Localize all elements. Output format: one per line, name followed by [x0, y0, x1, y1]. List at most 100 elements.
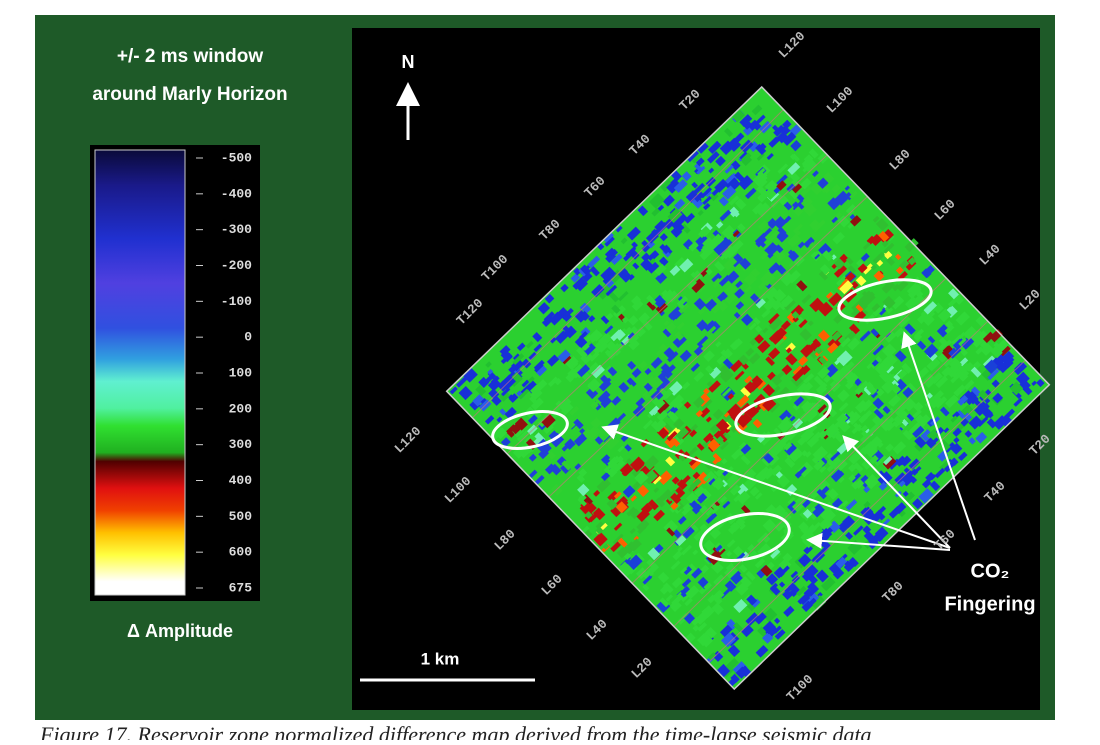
- texture: [812, 170, 819, 177]
- texture: [708, 478, 716, 486]
- texture: [611, 491, 625, 505]
- texture: [697, 142, 709, 154]
- texture: [740, 575, 752, 589]
- texture: [657, 571, 670, 584]
- texture: [659, 597, 670, 608]
- texture: [855, 275, 867, 287]
- texture: [696, 492, 708, 504]
- texture: [689, 429, 698, 438]
- texture: [818, 356, 828, 365]
- texture: [945, 320, 953, 329]
- texture: [671, 594, 683, 607]
- texture: [650, 357, 663, 369]
- texture: [878, 230, 890, 242]
- texture: [756, 532, 769, 544]
- texture: [674, 331, 684, 341]
- texture: [687, 484, 696, 493]
- texture: [659, 256, 669, 267]
- texture: [528, 469, 538, 478]
- texture: [729, 484, 742, 496]
- texture: [975, 346, 984, 355]
- texture: [657, 470, 673, 486]
- texture: [900, 410, 911, 421]
- texture: [546, 354, 560, 367]
- texture: [1000, 350, 1015, 365]
- texture: [765, 573, 779, 586]
- texture: [802, 167, 808, 173]
- texture: [650, 389, 664, 403]
- texture: [591, 364, 605, 379]
- texture: [707, 325, 717, 335]
- texture: [744, 375, 753, 384]
- texture: [690, 271, 697, 278]
- texture: [704, 298, 718, 312]
- texture: [632, 262, 640, 270]
- texture: [696, 165, 706, 175]
- texture: [577, 483, 590, 497]
- texture: [685, 585, 700, 600]
- texture: [721, 458, 728, 465]
- texture: [604, 349, 611, 356]
- texture: [754, 334, 764, 344]
- texture: [813, 219, 826, 232]
- texture: [658, 343, 668, 353]
- texture: [901, 419, 909, 427]
- texture: [721, 364, 730, 373]
- texture: [576, 474, 586, 483]
- texture: [810, 595, 827, 611]
- texture: [724, 283, 738, 297]
- texture: [730, 160, 741, 171]
- texture: [584, 431, 596, 443]
- texture: [849, 323, 860, 335]
- texture: [958, 451, 968, 462]
- texture: [845, 531, 854, 540]
- texture: [757, 279, 769, 291]
- texture: [560, 283, 569, 293]
- highlight-ellipse: [837, 278, 933, 322]
- texture: [632, 404, 646, 417]
- texture: [725, 293, 737, 305]
- texture: [813, 375, 824, 386]
- texture: [715, 155, 726, 167]
- texture: [793, 396, 805, 407]
- texture: [728, 195, 740, 206]
- texture: [863, 410, 873, 420]
- texture: [679, 566, 688, 575]
- texture: [579, 302, 592, 315]
- texture: [860, 252, 870, 262]
- texture: [885, 443, 894, 453]
- texture: [657, 204, 665, 212]
- texture: [855, 390, 864, 399]
- texture: [785, 353, 798, 366]
- texture: [762, 309, 770, 317]
- texture: [449, 386, 458, 395]
- texture: [732, 661, 748, 676]
- texture: [787, 233, 802, 248]
- texture: [739, 523, 746, 531]
- texture: [832, 568, 845, 580]
- texture: [979, 340, 991, 352]
- texture: [737, 223, 746, 232]
- texture: [936, 324, 951, 338]
- texture: [868, 533, 881, 547]
- texture: [963, 326, 978, 341]
- texture: [563, 397, 572, 406]
- texture: [727, 393, 735, 400]
- texture: [561, 442, 571, 452]
- texture: [663, 320, 670, 327]
- texture: [797, 241, 805, 249]
- texture: [813, 459, 826, 471]
- texture: [533, 343, 543, 353]
- texture: [692, 494, 699, 502]
- texture: [789, 415, 796, 422]
- texture: [762, 535, 771, 543]
- texture: [793, 206, 804, 217]
- texture: [771, 299, 783, 311]
- texture: [740, 152, 752, 163]
- texture: [635, 397, 646, 407]
- texture: [764, 286, 779, 301]
- texture: [691, 503, 703, 515]
- texture: [617, 537, 628, 548]
- texture: [791, 201, 799, 209]
- texture: [707, 151, 720, 164]
